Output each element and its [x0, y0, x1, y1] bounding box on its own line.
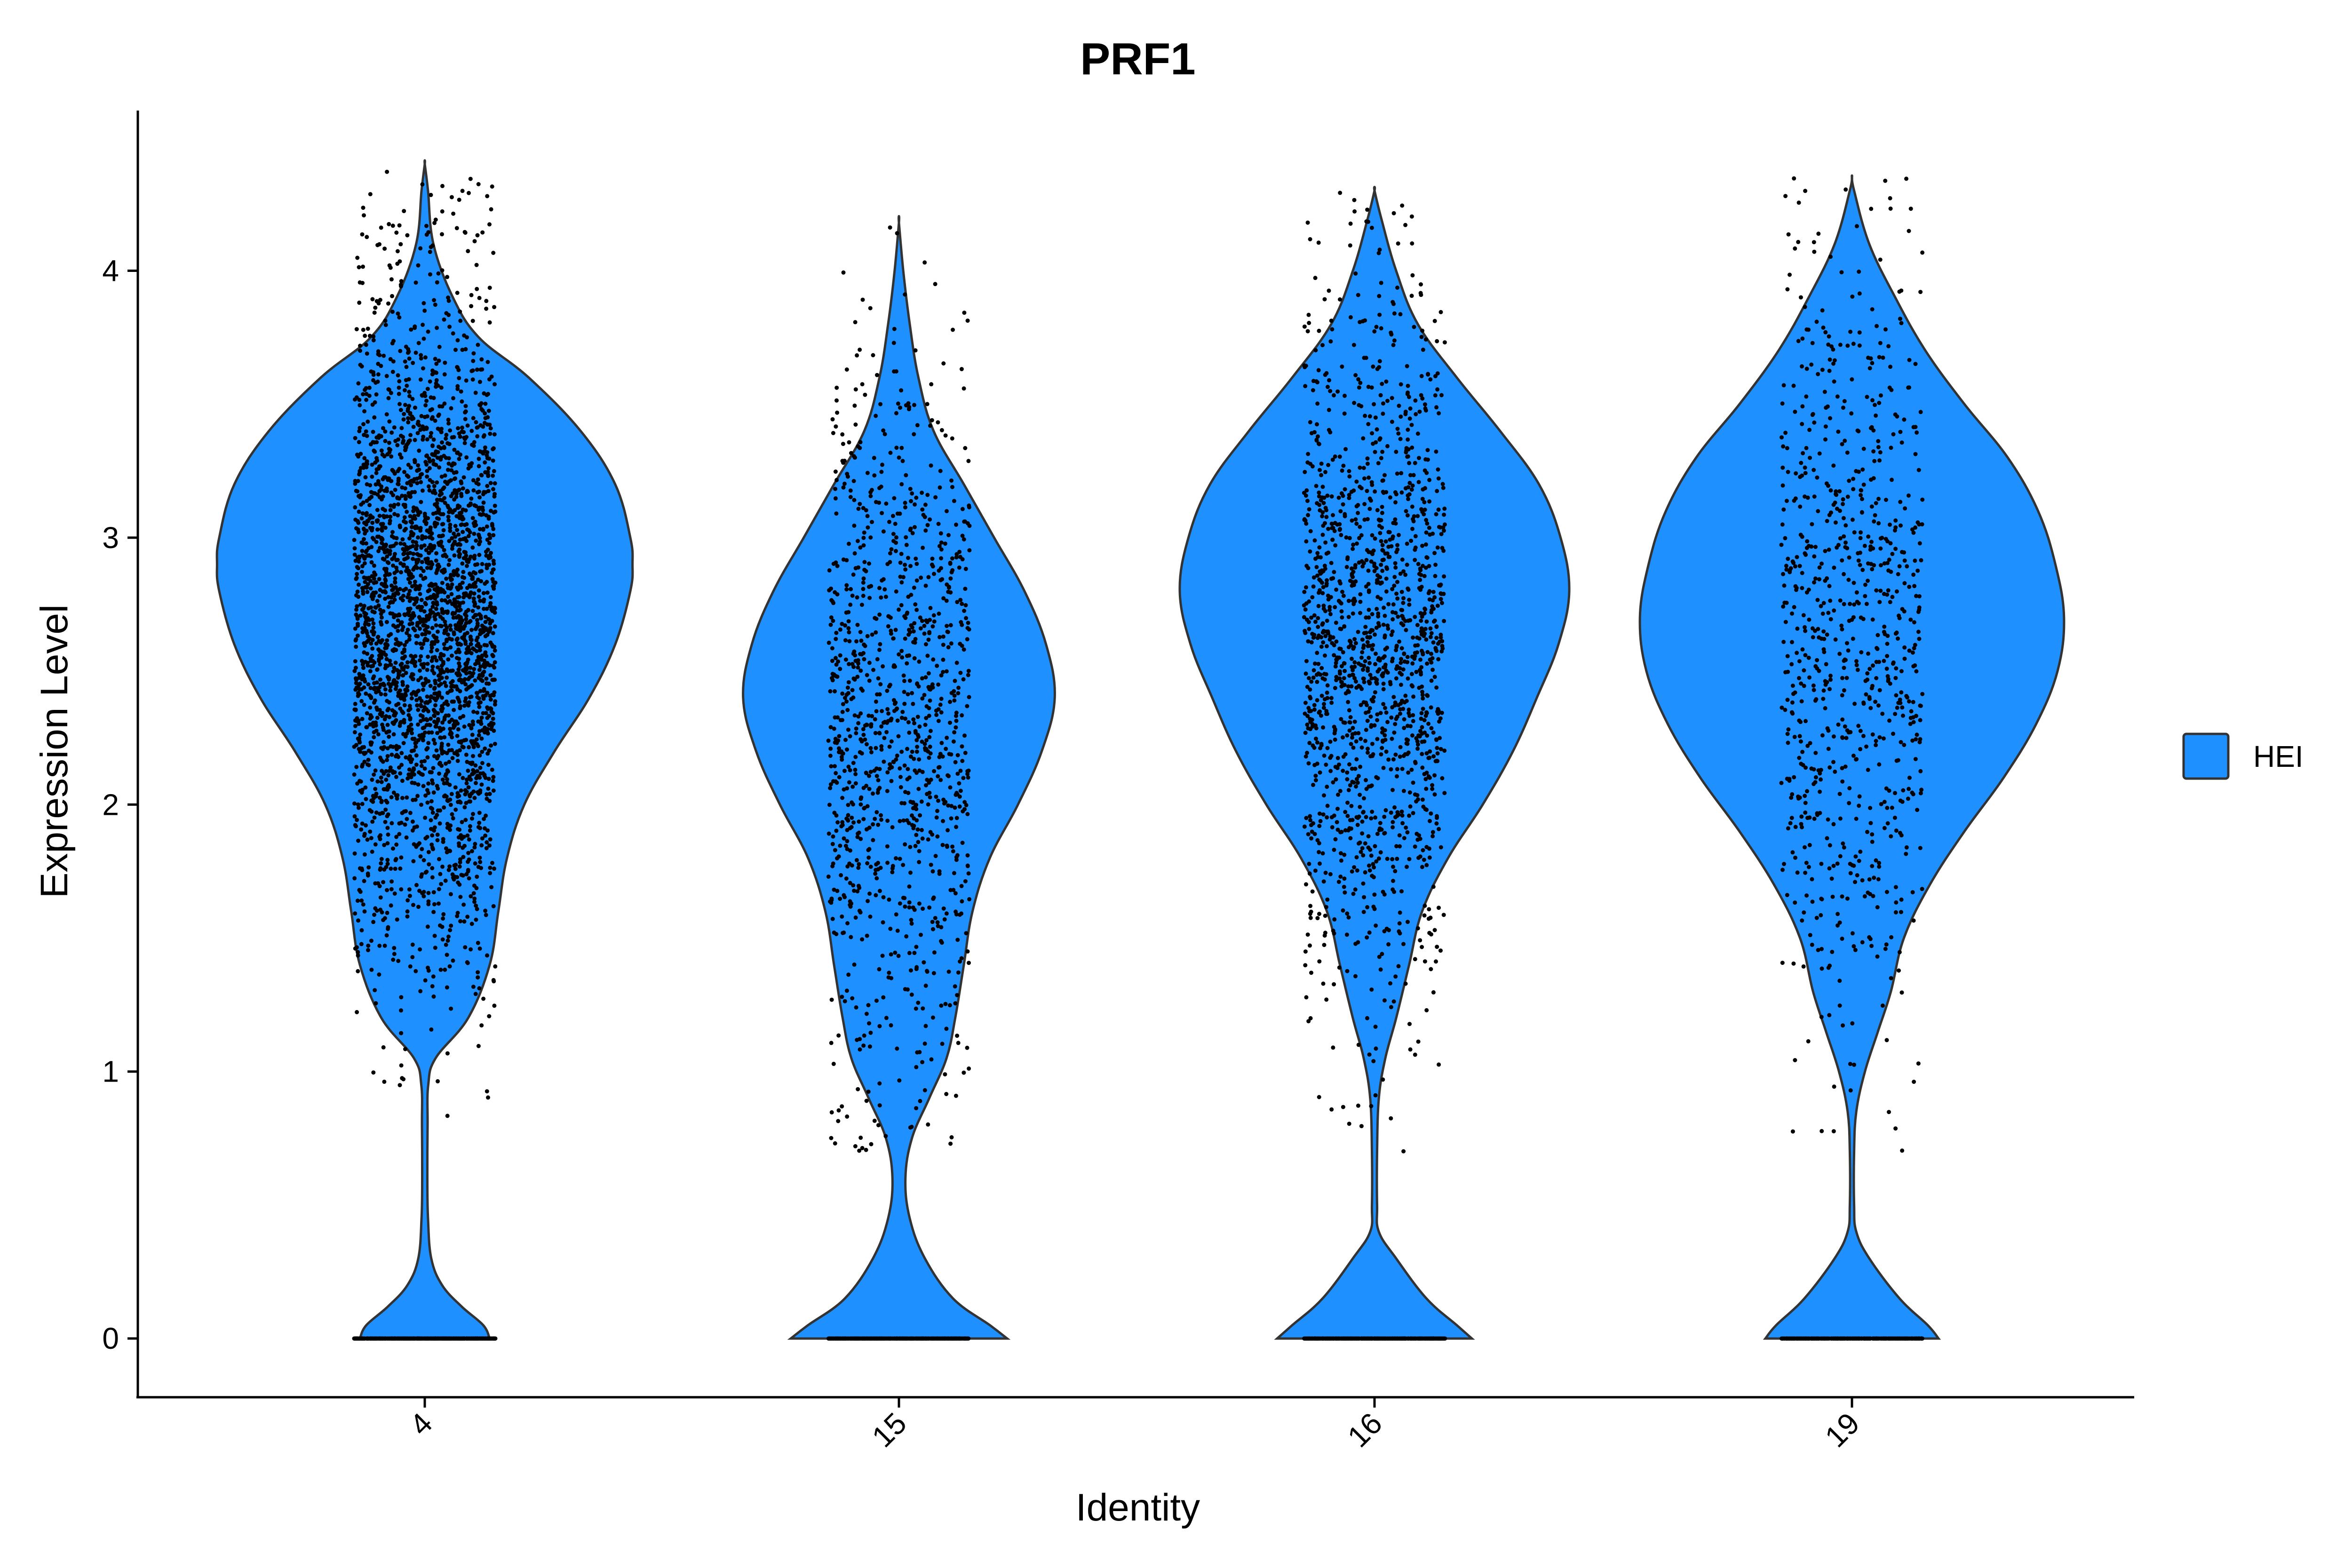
- points-layer: [352, 169, 1925, 1341]
- legend-label-hei: HEI: [2253, 740, 2304, 773]
- chart-title: PRF1: [1080, 34, 1195, 84]
- point-marks-4: [352, 169, 498, 1341]
- legend: HEI: [2182, 732, 2304, 780]
- points-4: [352, 169, 498, 1341]
- points-15: [826, 225, 972, 1341]
- legend-key-hei: [2182, 732, 2230, 780]
- x-axis-title: Identity: [1076, 1486, 1200, 1529]
- y-ticks: 0 1 2 3 4: [102, 254, 138, 1355]
- x-tick-label-4: 4: [403, 1406, 439, 1442]
- x-tick-label-16: 16: [1341, 1406, 1389, 1454]
- violin-16: [1178, 186, 1571, 1340]
- x-ticks: 4 15 16 19: [403, 1397, 1866, 1454]
- y-tick-label-0: 0: [102, 1321, 119, 1355]
- y-tick-label-1: 1: [102, 1055, 119, 1089]
- y-tick-label-3: 3: [102, 521, 119, 555]
- point-marks-15: [826, 225, 972, 1341]
- x-tick-label-15: 15: [866, 1406, 913, 1454]
- y-tick-label-4: 4: [102, 254, 119, 287]
- y-axis-title: Expression Level: [33, 605, 76, 898]
- x-tick-label-19: 19: [1819, 1406, 1866, 1454]
- y-tick-label-2: 2: [102, 788, 119, 821]
- violins-layer: [215, 159, 2066, 1340]
